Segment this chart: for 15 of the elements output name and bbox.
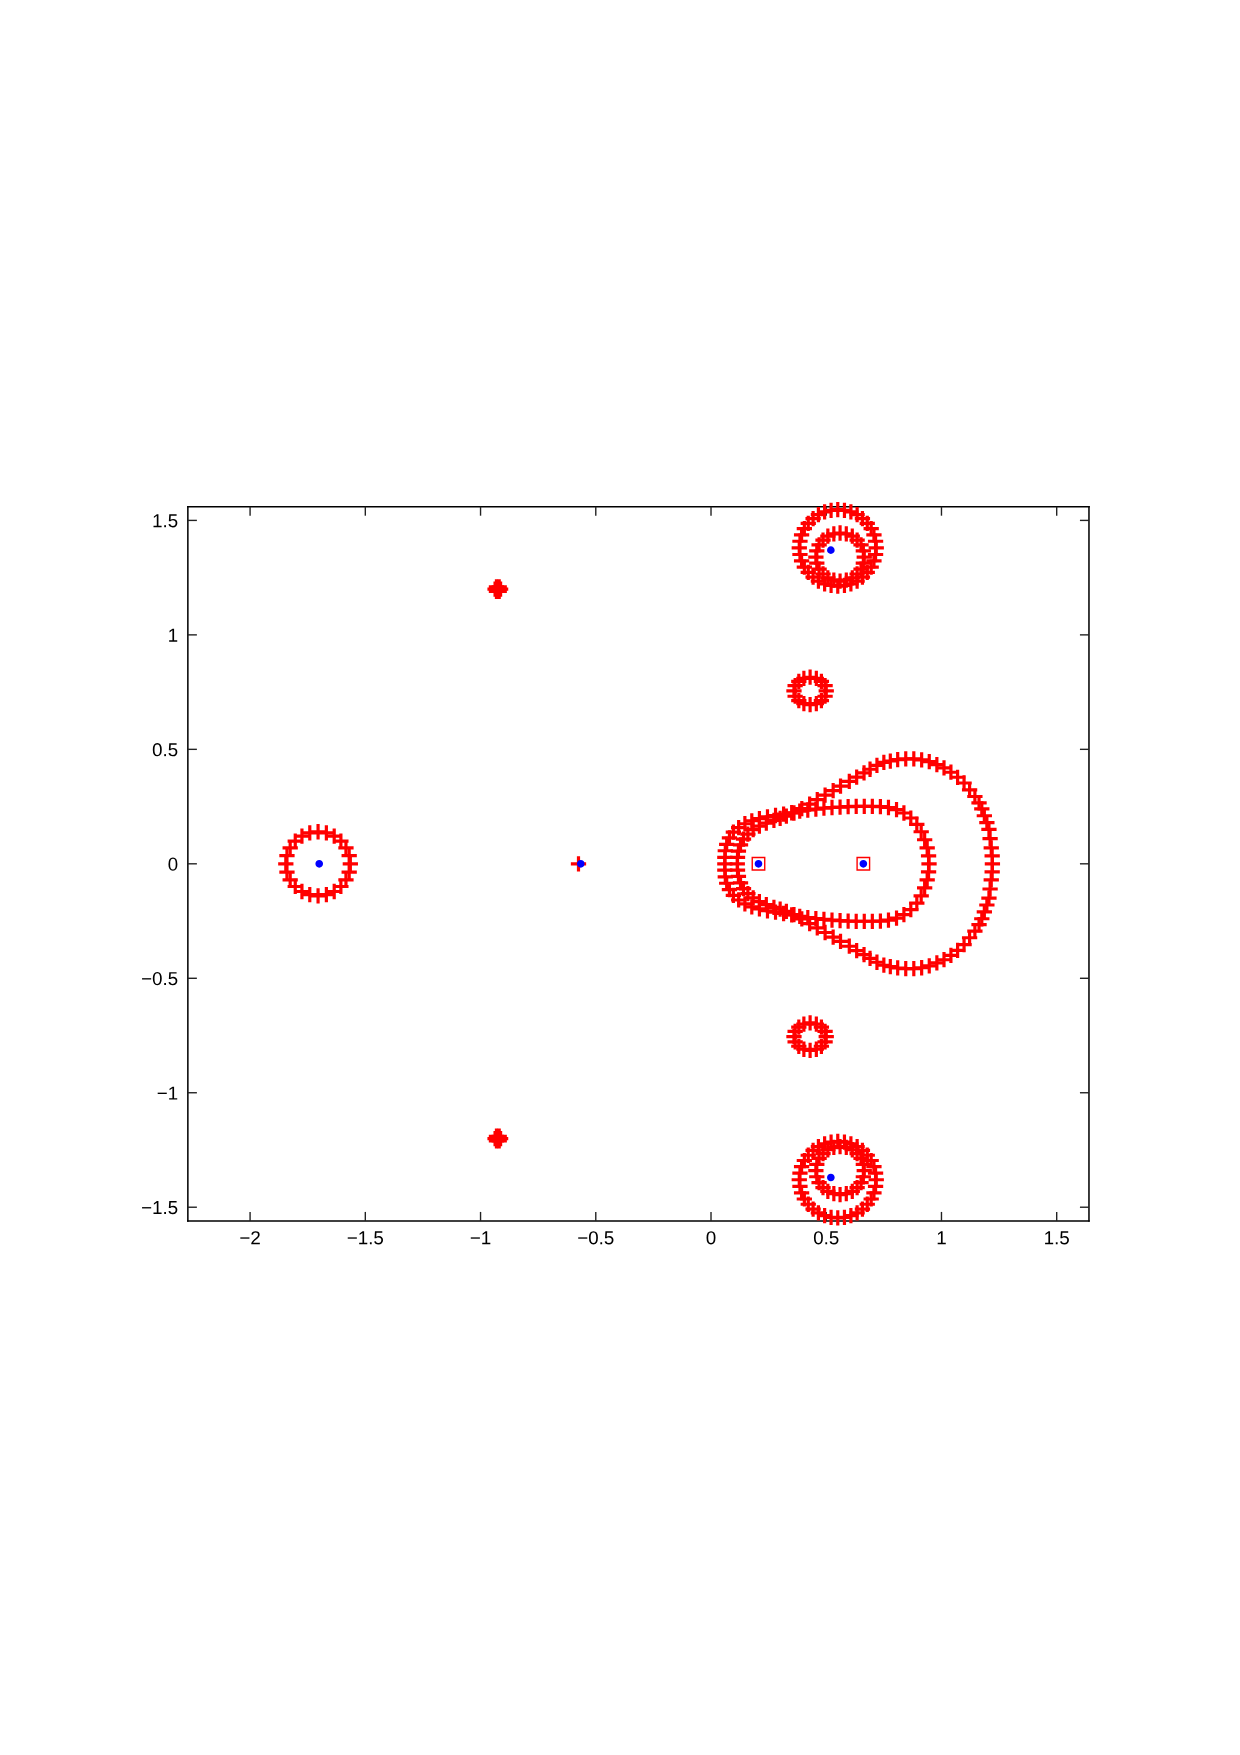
y-tick-label: 0 bbox=[168, 857, 178, 871]
x-tick-label: −1.5 bbox=[347, 1231, 384, 1245]
x-tick-label: 1.5 bbox=[1045, 1231, 1069, 1245]
y-tick-label: 1.5 bbox=[153, 514, 178, 528]
x-tick-label: −2 bbox=[240, 1231, 260, 1245]
y-tick-label: −1.5 bbox=[142, 1201, 178, 1215]
x-tick-label: 0.5 bbox=[813, 1231, 839, 1245]
x-tick-label: 0 bbox=[706, 1231, 716, 1245]
x-tick-label: 1 bbox=[937, 1231, 946, 1245]
y-tick-label: 0.5 bbox=[152, 743, 178, 757]
x-tick-label: −0.5 bbox=[578, 1231, 614, 1245]
y-tick-label: 1 bbox=[169, 628, 178, 642]
y-tick-label: −0.5 bbox=[142, 971, 178, 986]
y-tick-label: −1 bbox=[157, 1086, 178, 1100]
x-tick-label: −1 bbox=[470, 1231, 491, 1245]
